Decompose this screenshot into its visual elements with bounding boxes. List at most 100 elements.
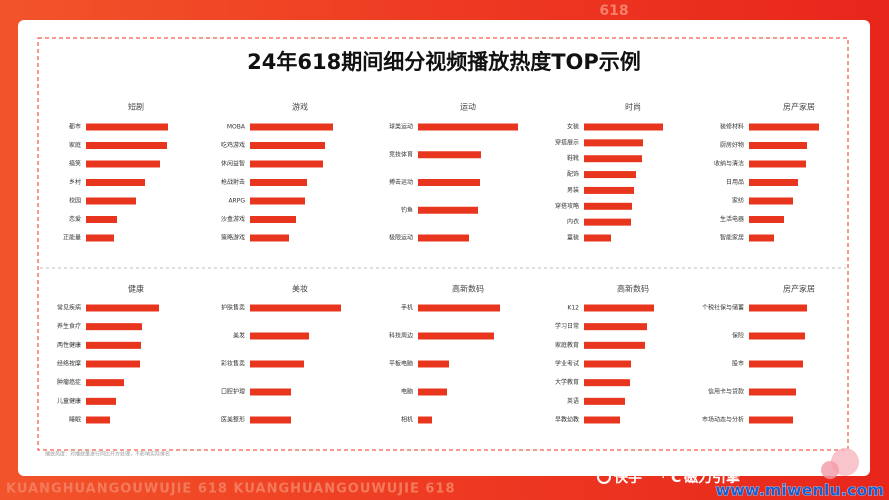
bar [86, 216, 117, 223]
bar [749, 160, 806, 168]
chart-title: 美妆 [292, 284, 308, 294]
category-label: 医美整形 [221, 416, 245, 424]
bar [250, 216, 296, 223]
bar [584, 186, 634, 194]
bar [86, 379, 124, 387]
bar [86, 304, 159, 312]
bar [86, 142, 167, 149]
bar [86, 397, 116, 405]
bar [749, 332, 805, 340]
chart-title: 高新数码 [617, 284, 649, 294]
logo-separator: · [661, 470, 665, 486]
category-label: 英语 [567, 397, 579, 405]
bar [418, 388, 447, 396]
category-label: 大学教育 [555, 378, 579, 386]
category-label: 智能家居 [720, 234, 744, 242]
category-label: 儿童健康 [57, 397, 81, 405]
decoration [821, 461, 839, 479]
category-label: 内衣 [567, 218, 579, 226]
category-label: 搏击运动 [389, 178, 413, 186]
bar [749, 360, 803, 368]
bar [418, 179, 480, 186]
chart-title: 健康 [128, 284, 144, 294]
bar [584, 202, 632, 210]
chart-title: 时尚 [625, 102, 641, 112]
category-label: 沙盒游戏 [221, 215, 245, 223]
category-label: 球类运动 [389, 123, 413, 131]
logo-right: 磁力引擎 [684, 469, 740, 486]
bar [250, 142, 325, 149]
category-label: 都市 [69, 123, 81, 131]
bar [86, 341, 141, 349]
bar [584, 323, 647, 331]
category-label: 极限运动 [389, 234, 413, 242]
category-label: 信用卡与贷款 [708, 388, 744, 396]
category-label: 收纳与清洁 [714, 160, 744, 168]
category-label: 平板电脑 [389, 360, 413, 368]
bar [749, 142, 807, 149]
bar [250, 304, 341, 312]
bar [86, 360, 140, 368]
bar [584, 234, 611, 242]
watermark-top: 618 [599, 3, 628, 19]
chart-title: 房产家居 [783, 284, 815, 294]
bar [250, 160, 323, 168]
bar [584, 416, 620, 424]
category-label: 护肤售卖 [221, 304, 245, 312]
category-label: 穿搭展示 [555, 138, 579, 146]
bar [584, 171, 636, 179]
category-label: 口腔护理 [221, 388, 245, 396]
category-label: 个税社保与储蓄 [702, 304, 744, 312]
site-watermark: www.miwenlu.com [715, 481, 884, 500]
category-label: 学业考试 [555, 360, 579, 368]
bar [250, 388, 291, 396]
category-label: 厨房好物 [720, 141, 744, 149]
category-label: 竞技体育 [389, 150, 413, 158]
bar [749, 388, 796, 396]
category-label: 休闲益智 [221, 160, 245, 168]
bar [418, 151, 481, 159]
category-label: 两性健康 [57, 341, 81, 349]
bar [584, 360, 631, 368]
bar [749, 216, 784, 223]
category-label: 恋爱 [69, 215, 81, 223]
category-label: 相机 [401, 416, 413, 424]
category-label: 日用品 [726, 179, 744, 186]
bar [418, 234, 469, 242]
category-label: 吃鸡游戏 [221, 141, 245, 149]
dashed-frame [37, 37, 849, 451]
bar [86, 234, 114, 242]
category-label: 睡眠 [69, 416, 81, 424]
bar [749, 416, 793, 424]
bar [418, 123, 518, 131]
category-label: 电脑 [401, 388, 413, 396]
bar [584, 341, 645, 349]
bar [584, 304, 654, 312]
category-label: 彩妆售卖 [221, 360, 245, 368]
category-label: 校园 [69, 197, 81, 205]
bar [86, 416, 110, 424]
category-label: 学习日常 [555, 322, 579, 330]
category-label: 装修材料 [720, 123, 744, 131]
bar [749, 234, 774, 242]
bar [86, 179, 145, 186]
bar [584, 397, 625, 405]
category-label: 早教幼教 [555, 416, 579, 424]
category-label: K12 [567, 305, 579, 312]
category-label: 鞋靴 [567, 154, 579, 162]
category-label: 童装 [567, 234, 579, 242]
bar [418, 304, 500, 312]
category-label: MOBA [227, 124, 246, 131]
bar [418, 206, 478, 214]
bar [86, 197, 136, 205]
category-label: 家纺 [732, 197, 744, 205]
logo-c: C [671, 470, 681, 486]
category-label: 女装 [567, 123, 579, 131]
bar [584, 218, 631, 226]
category-label: 科技周边 [389, 332, 413, 340]
category-label: 穿搭攻略 [555, 202, 579, 210]
bar [250, 332, 309, 340]
category-label: 美发 [233, 332, 245, 340]
chart-title: 运动 [460, 102, 476, 112]
